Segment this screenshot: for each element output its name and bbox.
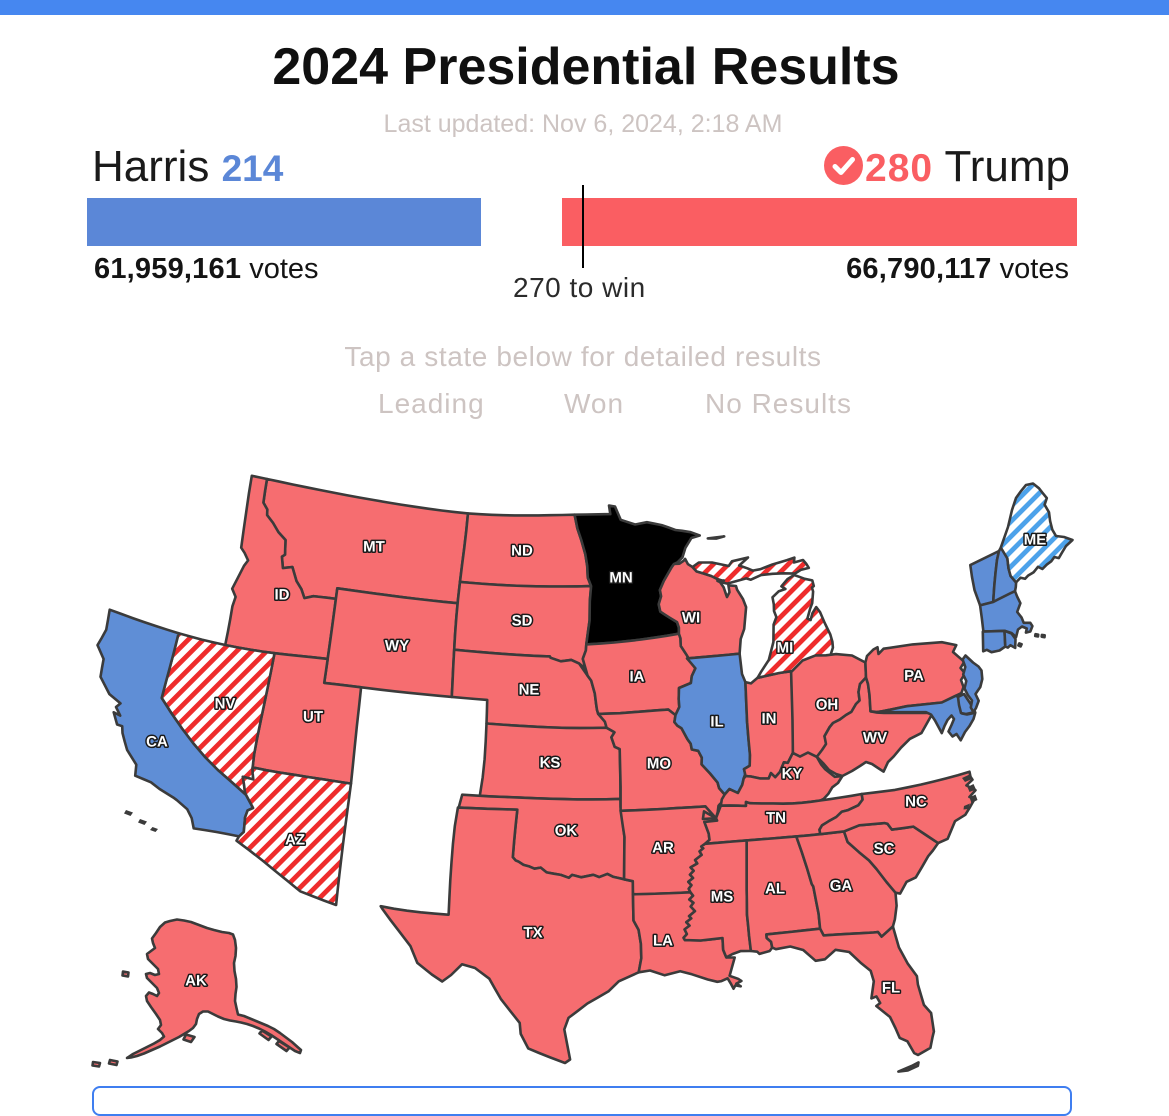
svg-text:PA: PA (904, 668, 924, 685)
svg-text:ND: ND (511, 543, 533, 560)
svg-text:OH: OH (816, 697, 839, 714)
svg-text:MI: MI (777, 640, 794, 657)
svg-text:AL: AL (765, 881, 785, 898)
svg-text:AR: AR (652, 840, 674, 857)
svg-text:WV: WV (863, 730, 887, 747)
svg-text:NC: NC (905, 794, 927, 811)
svg-text:AZ: AZ (285, 832, 305, 849)
svg-text:WY: WY (385, 638, 409, 655)
svg-text:IN: IN (762, 711, 777, 728)
svg-text:KS: KS (540, 755, 561, 772)
svg-text:ME: ME (1024, 532, 1047, 549)
svg-text:IA: IA (630, 669, 645, 686)
svg-text:SC: SC (874, 841, 895, 858)
svg-text:MS: MS (711, 889, 734, 906)
svg-text:SD: SD (512, 613, 533, 630)
svg-text:TX: TX (523, 925, 542, 942)
svg-text:KY: KY (782, 766, 803, 783)
svg-text:WI: WI (682, 610, 700, 627)
svg-text:GA: GA (830, 878, 853, 895)
svg-text:MT: MT (363, 539, 385, 556)
svg-text:FL: FL (882, 980, 900, 997)
svg-text:NE: NE (519, 682, 540, 699)
svg-text:TN: TN (766, 810, 786, 827)
svg-text:CA: CA (146, 734, 168, 751)
svg-text:MO: MO (647, 756, 671, 773)
svg-text:IL: IL (710, 714, 723, 731)
svg-text:LA: LA (653, 933, 673, 950)
svg-text:AK: AK (185, 973, 207, 990)
svg-text:OK: OK (555, 823, 578, 840)
svg-text:NV: NV (215, 696, 236, 713)
svg-text:UT: UT (303, 709, 323, 726)
svg-text:MN: MN (609, 570, 632, 587)
svg-text:ID: ID (275, 587, 290, 604)
